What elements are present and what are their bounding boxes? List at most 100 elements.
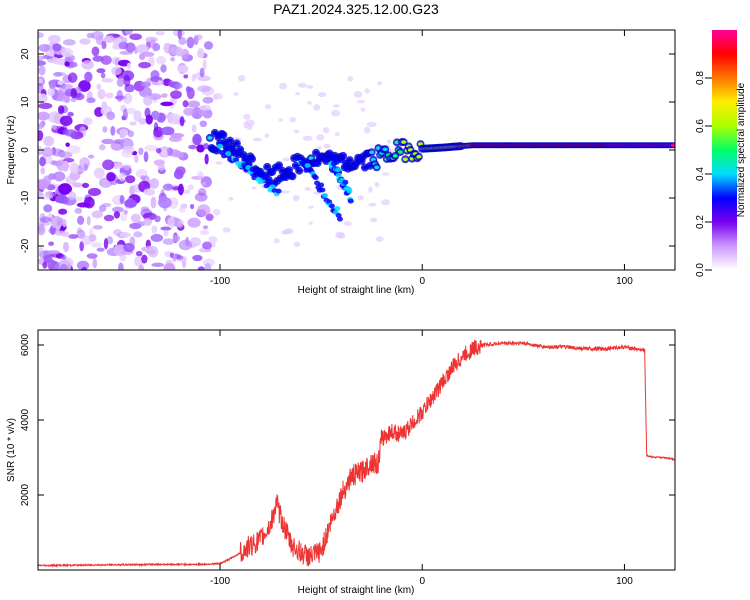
noise-blob	[43, 204, 53, 213]
ridge-mark	[269, 170, 275, 174]
noise-blob	[316, 133, 325, 141]
noise-blob	[86, 253, 98, 259]
noise-blob	[199, 67, 205, 78]
noise-blob	[368, 186, 373, 193]
noise-blob	[347, 76, 354, 82]
branch-mark	[334, 205, 341, 211]
branch-mark	[217, 143, 223, 149]
noise-blob	[177, 183, 184, 196]
noise-blob	[170, 56, 176, 62]
snr-y-tick-label: 2000	[20, 483, 31, 506]
noise-blob	[93, 167, 105, 179]
noise-blob	[163, 229, 169, 237]
noise-blob	[162, 183, 174, 191]
noise-blob	[39, 156, 46, 167]
noise-blob	[211, 241, 216, 248]
noise-blob	[38, 55, 45, 61]
noise-blob	[81, 266, 88, 270]
spectrogram-y-tick-label: 20	[20, 48, 31, 60]
branch-mark	[318, 182, 325, 188]
ridge-mark	[347, 158, 353, 162]
noise-blob	[197, 48, 205, 59]
noise-blob	[199, 120, 207, 128]
noise-blob	[138, 117, 147, 125]
noise-blob	[308, 205, 314, 209]
noise-blob	[126, 107, 136, 115]
noise-blob	[141, 51, 155, 57]
noise-blob	[38, 78, 43, 84]
noise-blob	[192, 133, 202, 146]
noise-blob	[222, 227, 231, 233]
noise-blob	[375, 236, 384, 242]
ridge-mark	[276, 163, 282, 168]
colorbar: 0.0 0.2 0.4 0.6 0.8 Normalized spectral ampl…	[695, 30, 747, 277]
noise-blob	[178, 151, 185, 159]
noise-blob	[121, 148, 133, 158]
noise-blob	[188, 144, 197, 150]
noise-blob	[273, 238, 280, 244]
snr-x-tick-label: 100	[616, 576, 633, 587]
noise-blob	[382, 172, 390, 176]
noise-blob	[204, 262, 212, 270]
noise-blob	[252, 137, 263, 142]
snr-ticks: -100 0 100 2000 4000 6000	[20, 330, 675, 587]
noise-blob	[106, 171, 116, 182]
noise-blob	[96, 247, 105, 252]
noise-blob	[130, 213, 141, 223]
colorbar-label: Normalized spectral amplitude	[736, 82, 747, 217]
ridge-mark	[237, 147, 243, 152]
noise-blob	[58, 183, 72, 195]
noise-blob	[143, 95, 153, 106]
noise-blob	[334, 132, 340, 137]
noise-blob	[96, 83, 102, 90]
noise-blob	[38, 32, 44, 39]
noise-blob	[160, 64, 167, 73]
branch-mark	[304, 163, 311, 169]
ridge-mark	[214, 148, 220, 153]
noise-blob	[174, 82, 183, 89]
noise-blob	[381, 199, 391, 206]
noise-blob	[65, 175, 77, 185]
noise-blob	[126, 62, 131, 70]
noise-blob	[386, 139, 392, 144]
ridge-mark	[402, 157, 408, 162]
spectrogram-x-tick-label: 100	[616, 276, 633, 287]
noise-blob	[289, 116, 297, 123]
ridge-mark	[416, 154, 422, 159]
noise-blob	[172, 234, 181, 243]
noise-blob	[179, 116, 185, 127]
noise-blob	[125, 42, 136, 53]
snr-marks	[38, 339, 675, 568]
chart-title: PAZ1.2024.325.12.00.G23	[273, 1, 439, 17]
noise-blob	[72, 182, 83, 188]
noise-blob	[138, 61, 151, 69]
colorbar-gradient	[712, 30, 737, 270]
noise-blob	[67, 72, 78, 83]
noise-blob	[69, 162, 79, 175]
noise-blob	[150, 110, 160, 120]
noise-blob	[205, 213, 214, 221]
noise-blob	[197, 266, 205, 270]
noise-blob	[202, 225, 209, 230]
noise-blob	[60, 232, 69, 237]
branch-mark	[328, 203, 335, 209]
noise-blob	[313, 104, 321, 111]
noise-blob	[53, 171, 66, 182]
snr-plot-area	[38, 330, 675, 570]
noise-blob	[295, 92, 301, 96]
noise-blob	[38, 179, 50, 190]
noise-blob	[156, 55, 166, 65]
noise-blob	[213, 208, 221, 216]
ridge-mark	[249, 157, 255, 161]
noise-blob	[100, 72, 106, 79]
noise-blob	[48, 80, 57, 90]
noise-blob	[119, 232, 132, 238]
noise-blob	[38, 145, 43, 153]
noise-blob	[233, 92, 239, 96]
noise-blob	[245, 119, 255, 127]
noise-blob	[172, 254, 177, 262]
noise-blob	[70, 97, 77, 103]
ridge-mark	[369, 150, 375, 155]
noise-blob	[97, 88, 106, 100]
